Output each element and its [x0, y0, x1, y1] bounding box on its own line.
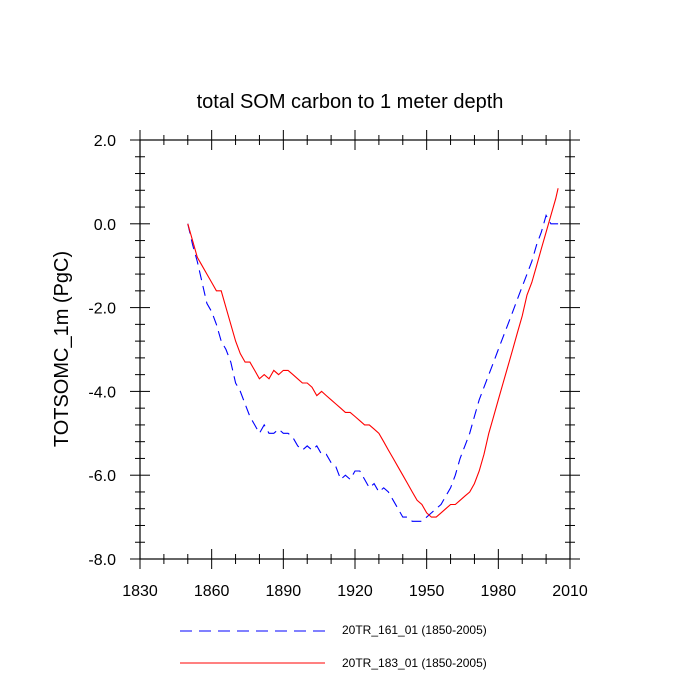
y-axis-label: TOTSOMC_1m (PgC) — [51, 251, 73, 447]
series-line-20tr-183-01 — [187, 188, 559, 518]
y-tick-label: 2.0 — [94, 133, 116, 150]
x-tick-label: 1920 — [337, 583, 373, 600]
plot-frame — [139, 139, 571, 560]
series-line-20tr-161-01 — [187, 213, 559, 522]
x-tick-label: 2010 — [552, 583, 588, 600]
axis-ticks — [130, 130, 580, 569]
x-tick-label: 1860 — [194, 583, 230, 600]
legend-label-20tr-161-01: 20TR_161_01 (1850-2005) — [342, 623, 487, 637]
y-tick-label: -8.0 — [88, 552, 116, 569]
x-tick-label: 1950 — [409, 583, 445, 600]
series-lines — [187, 188, 559, 522]
legend: 20TR_161_01 (1850-2005) 20TR_183_01 (185… — [180, 623, 487, 670]
y-tick-label: -2.0 — [88, 301, 116, 318]
x-tick-label: 1890 — [266, 583, 302, 600]
y-tick-label: -6.0 — [88, 468, 116, 485]
chart-title: total SOM carbon to 1 meter depth — [197, 91, 504, 113]
x-tick-label: 1830 — [122, 583, 158, 600]
legend-label-20tr-183-01: 20TR_183_01 (1850-2005) — [342, 656, 487, 670]
axis-tick-labels: 1830 1860 1890 1920 1950 1980 2010 -8.0 -6.0 -4.0… — [88, 133, 587, 600]
y-tick-label: 0.0 — [94, 217, 116, 234]
x-tick-label: 1980 — [481, 583, 517, 600]
y-tick-label: -4.0 — [88, 384, 116, 401]
